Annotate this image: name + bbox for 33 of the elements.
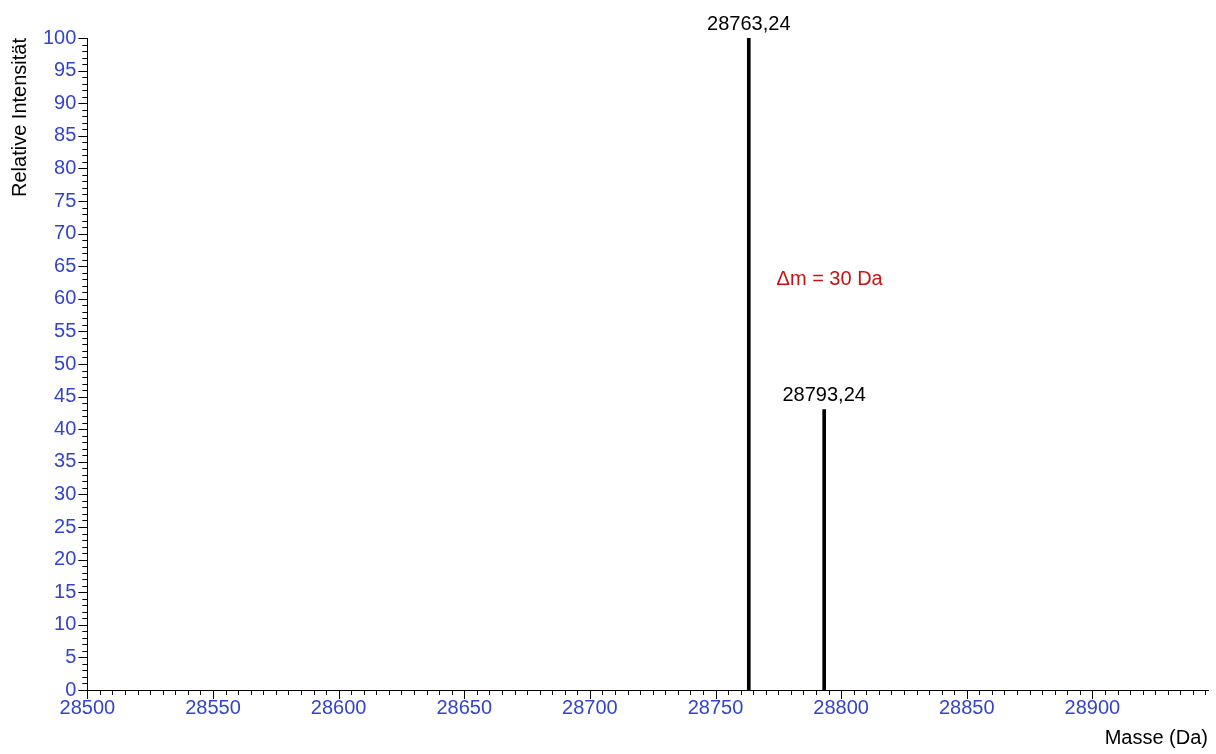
y-tick-label: 70 (54, 221, 77, 244)
y-tick-label: 15 (54, 579, 77, 602)
y-tick-label: 45 (54, 384, 77, 407)
y-tick-label: 65 (54, 253, 77, 276)
y-tick-label: 30 (54, 481, 77, 504)
y-tick-label: 35 (54, 449, 77, 472)
x-tick-label: 28700 (562, 695, 618, 718)
x-tick-label: 28550 (185, 695, 241, 718)
y-tick-label: 95 (54, 58, 77, 81)
annotation: Δm = 30 Da (776, 266, 884, 289)
x-tick-label: 28850 (938, 695, 995, 718)
annotation: 28793,24 (782, 383, 866, 406)
y-tick-label: 100 (42, 25, 77, 48)
y-tick-label: 60 (54, 286, 77, 309)
y-tick-label: 5 (65, 644, 77, 667)
x-tick-label: 28800 (813, 695, 869, 718)
x-tick-label: 28750 (687, 695, 744, 718)
y-tick-label: 10 (54, 612, 77, 635)
annotation: 28763,24 (707, 11, 791, 34)
y-tick-label: 50 (54, 351, 77, 374)
y-tick-label: 20 (54, 547, 77, 570)
y-tick-label: 25 (54, 514, 77, 537)
x-tick-label: 28650 (436, 695, 493, 718)
y-tick-label: 40 (54, 416, 77, 439)
y-tick-label: 55 (54, 318, 77, 341)
y-tick-label: 75 (54, 188, 77, 211)
y-axis-title: Relative Intensität (7, 37, 30, 197)
x-tick-label: 28600 (310, 695, 367, 718)
y-tick-label: 80 (54, 155, 77, 178)
x-axis-title: Masse (Da) (1104, 725, 1208, 748)
y-tick-label: 90 (54, 90, 77, 113)
x-tick-label: 28900 (1064, 695, 1121, 718)
y-tick-label: 85 (54, 123, 77, 146)
